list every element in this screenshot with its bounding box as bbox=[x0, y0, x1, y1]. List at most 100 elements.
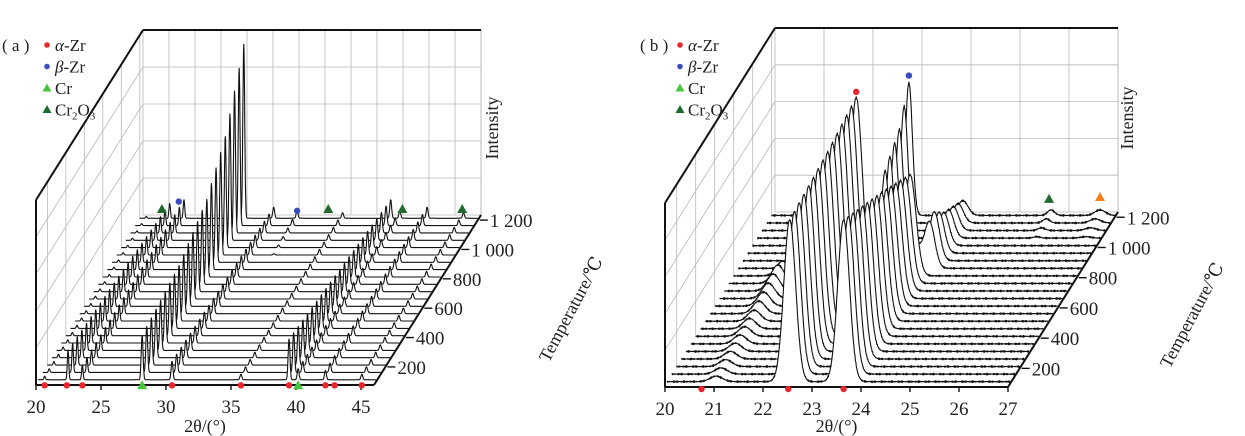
spectrum-fill bbox=[130, 91, 469, 235]
x-tick-label: 35 bbox=[222, 397, 241, 418]
legend-label-part: 2 bbox=[72, 111, 78, 123]
legend-label-part: O bbox=[78, 101, 90, 120]
legend-item-cr: Cr bbox=[675, 79, 705, 98]
spectrum-curve-1050C bbox=[125, 113, 465, 241]
x-tick-label: 30 bbox=[157, 397, 176, 418]
legend-label-part: Cr bbox=[55, 101, 72, 120]
phase-marker-alpha-zr-dot bbox=[322, 382, 329, 389]
temperature-tick-label: 400 bbox=[1051, 329, 1080, 350]
phase-marker-alpha-zr-dot bbox=[358, 382, 366, 389]
legend-label-part: -Zr bbox=[64, 36, 86, 55]
side-wall-gridline bbox=[35, 140, 144, 312]
phase-marker-cr2o3-triangle bbox=[457, 204, 468, 213]
legend-label-part: α bbox=[688, 36, 698, 55]
legend-label-part: Cr bbox=[55, 79, 72, 98]
panel-label: ( b ) bbox=[640, 36, 668, 55]
phase-marker-beta-zr-dot bbox=[293, 207, 301, 215]
legend-label: α-Zr bbox=[55, 36, 86, 55]
spectrum-curve-100C bbox=[666, 219, 1011, 384]
panel-label: ( a ) bbox=[2, 36, 29, 55]
frame-edge bbox=[664, 27, 776, 204]
x-axis-title: 2θ/(°) bbox=[184, 416, 226, 436]
temperature-axis-line bbox=[1007, 211, 1119, 388]
legend-label-part: β bbox=[687, 58, 697, 77]
legend-triangle-icon bbox=[42, 105, 52, 113]
x-tick-label: 45 bbox=[352, 397, 371, 418]
side-wall-gridline bbox=[664, 138, 776, 314]
x-tick-label: 40 bbox=[287, 397, 306, 418]
phase-marker-unlabeled-triangle bbox=[1095, 192, 1105, 202]
side-wall-gridline bbox=[664, 174, 776, 351]
legend-label-part: Cr bbox=[688, 101, 705, 120]
temperature-tick-label: 800 bbox=[453, 270, 482, 291]
legend-dot-icon bbox=[44, 42, 50, 48]
x-tick-label: 20 bbox=[656, 399, 675, 420]
frame-edge bbox=[35, 29, 144, 201]
legend-label-part: 2 bbox=[705, 111, 711, 123]
temperature-tick-label: 600 bbox=[1070, 299, 1099, 320]
legend-label: Cr bbox=[55, 79, 72, 98]
phase-marker-alpha-zr-dot bbox=[331, 382, 338, 389]
spectrum-curve-1000C bbox=[121, 136, 460, 249]
legend-label: β-Zr bbox=[687, 58, 719, 77]
spectrum-fill bbox=[667, 219, 1011, 384]
legend-label: β-Zr bbox=[54, 58, 86, 77]
legend-label-part: -Zr bbox=[696, 58, 718, 77]
side-wall-gridline bbox=[35, 103, 144, 275]
panel-a-waterfall-chart: 20 25 30 35 40 45 200 400 600 800 1 000 1 200 2θ/(°)… bbox=[2, 29, 607, 436]
x-tick-label: 20 bbox=[27, 397, 46, 418]
legend-label-part: α bbox=[55, 36, 65, 55]
x-tick-label: 27 bbox=[999, 399, 1018, 420]
phase-marker-cr2o3-triangle bbox=[1044, 193, 1055, 203]
legend-label: α-Zr bbox=[688, 36, 719, 55]
y-axis-title: Intensity bbox=[482, 97, 502, 160]
x-tick-label: 24 bbox=[852, 399, 872, 420]
legend-item-beta-zr: β-Zr bbox=[677, 58, 719, 77]
y-axis-title: Intensity bbox=[1117, 87, 1137, 150]
temperature-axis-title: Temperature/℃ bbox=[1156, 259, 1228, 371]
temperature-tick-label: 800 bbox=[1089, 269, 1118, 290]
spectrum-curve-1150C bbox=[134, 67, 474, 227]
legend-label-part: Cr bbox=[688, 79, 705, 98]
legend-item-cr: Cr bbox=[42, 79, 72, 98]
phase-marker-alpha-zr-dot bbox=[785, 385, 792, 393]
temperature-axis-line bbox=[373, 214, 482, 386]
legend-label: Cr2O3 bbox=[688, 101, 729, 123]
legend-item-alpha-zr: α-Zr bbox=[677, 36, 719, 55]
x-axis-title: 2θ/(°) bbox=[816, 416, 858, 436]
phase-marker-alpha-zr-dot bbox=[41, 382, 48, 389]
phase-marker-alpha-zr-dot bbox=[840, 385, 847, 393]
temperature-tick-label: 200 bbox=[397, 358, 426, 379]
spectrum-curve-100C bbox=[37, 334, 377, 381]
legend-triangle-icon bbox=[675, 105, 685, 113]
legend-label: Cr2O3 bbox=[55, 101, 96, 123]
side-wall-gridline bbox=[35, 177, 144, 349]
x-tick-label: 22 bbox=[754, 399, 773, 420]
legend-label-part: O bbox=[711, 101, 723, 120]
legend-label-part: -Zr bbox=[63, 58, 85, 77]
temperature-tick-label: 1 200 bbox=[1127, 208, 1170, 229]
legend-label-part: 3 bbox=[723, 111, 729, 123]
phase-marker-beta-zr-dot bbox=[175, 198, 182, 205]
phase-marker-alpha-zr-dot bbox=[168, 382, 176, 389]
side-wall-gridline bbox=[35, 66, 144, 238]
phase-marker-alpha-zr-dot bbox=[79, 382, 86, 389]
x-tick-label: 23 bbox=[803, 399, 822, 420]
temperature-tick-label: 1 200 bbox=[490, 211, 533, 232]
phase-marker-alpha-zr-dot bbox=[285, 382, 293, 389]
phase-marker-beta-zr-dot bbox=[905, 72, 913, 79]
phase-marker-alpha-zr-dot bbox=[853, 88, 860, 96]
spectrum-fill bbox=[135, 68, 474, 228]
legend-dot-icon bbox=[677, 42, 683, 48]
x-tick-label: 21 bbox=[705, 399, 724, 420]
legend-item-cr2o3: Cr2O3 bbox=[675, 101, 729, 123]
x-tick-label: 26 bbox=[950, 399, 969, 420]
phase-marker-cr2o3-triangle bbox=[397, 204, 408, 213]
temperature-tick-label: 400 bbox=[416, 329, 445, 350]
x-tick-label: 25 bbox=[92, 397, 111, 418]
spectrum-fill bbox=[139, 44, 478, 221]
x-tick-label: 25 bbox=[901, 399, 920, 420]
temperature-tick-label: 1 000 bbox=[1108, 238, 1151, 259]
